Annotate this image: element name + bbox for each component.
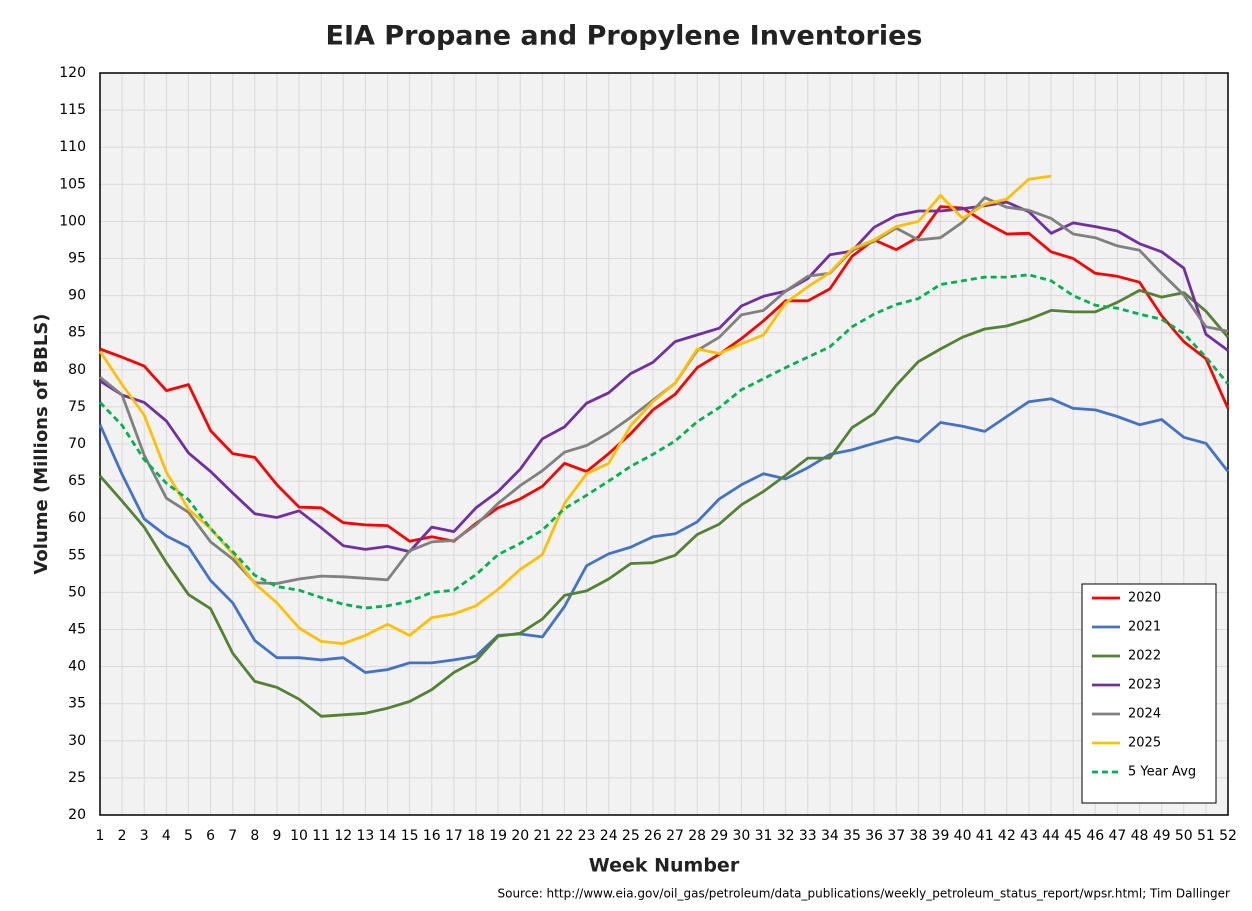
legend-label: 2022 <box>1128 649 1161 664</box>
y-tick-label: 75 <box>68 399 86 415</box>
x-tick-label: 16 <box>423 828 441 844</box>
x-tick-label: 34 <box>821 828 839 844</box>
y-tick-label: 105 <box>59 176 86 192</box>
legend-label: 2023 <box>1128 678 1161 693</box>
x-tick-label: 50 <box>1175 828 1193 844</box>
y-tick-label: 85 <box>68 325 86 341</box>
x-tick-label: 22 <box>556 828 574 844</box>
x-tick-label: 48 <box>1131 828 1149 844</box>
x-tick-label: 12 <box>334 828 352 844</box>
legend-box <box>1081 583 1217 804</box>
line-series <box>99 200 1229 553</box>
x-tick-label: 49 <box>1153 828 1171 844</box>
x-tick-label: 37 <box>887 828 905 844</box>
x-tick-label: 5 <box>184 828 193 844</box>
x-tick-label: 36 <box>865 828 883 844</box>
x-tick-label: 4 <box>162 828 171 844</box>
y-tick-label: 60 <box>68 510 86 526</box>
line-series <box>98 289 1230 718</box>
y-tick-label: 30 <box>68 733 86 749</box>
x-tick-label: 23 <box>578 828 596 844</box>
legend-label: 5 Year Avg <box>1128 765 1196 780</box>
y-tick-label: 65 <box>68 473 86 489</box>
y-tick-label: 40 <box>68 659 86 675</box>
x-tick-label: 41 <box>976 828 994 844</box>
legend-label: 2021 <box>1128 620 1161 635</box>
legend-label: 2025 <box>1128 736 1161 751</box>
x-tick-label: 45 <box>1064 828 1082 844</box>
y-tick-label: 50 <box>68 584 86 600</box>
x-tick-label: 20 <box>511 828 529 844</box>
chart-title: EIA Propane and Propylene Inventories <box>326 21 923 52</box>
x-tick-label: 30 <box>732 828 750 844</box>
x-tick-label: 33 <box>799 828 817 844</box>
x-tick-label: 1 <box>96 828 105 844</box>
x-tick-label: 46 <box>1086 828 1104 844</box>
y-tick-label: 115 <box>59 102 86 118</box>
x-tick-label: 43 <box>1020 828 1038 844</box>
y-tick-label: 55 <box>68 547 86 563</box>
x-tick-label: 38 <box>909 828 927 844</box>
x-tick-label: 51 <box>1197 828 1215 844</box>
x-tick-label: 14 <box>379 828 397 844</box>
x-tick-label: 42 <box>998 828 1016 844</box>
x-tick-label: 13 <box>356 828 374 844</box>
x-tick-label: 11 <box>312 828 330 844</box>
y-tick-label: 35 <box>68 696 86 712</box>
x-tick-label: 15 <box>401 828 419 844</box>
line-series <box>98 273 1230 610</box>
y-tick-label: 100 <box>59 213 86 229</box>
y-tick-label: 45 <box>68 622 86 638</box>
line-series <box>98 174 1052 645</box>
y-axis-label: Volume (Millions of BBLS) <box>31 313 52 574</box>
x-tick-label: 3 <box>140 828 149 844</box>
x-tick-label: 24 <box>600 828 618 844</box>
x-tick-label: 29 <box>710 828 728 844</box>
y-tick-label: 120 <box>59 65 86 81</box>
x-tick-label: 28 <box>688 828 706 844</box>
x-tick-label: 39 <box>932 828 950 844</box>
x-tick-label: 18 <box>467 828 485 844</box>
x-tick-label: 25 <box>622 828 640 844</box>
x-tick-label: 52 <box>1219 828 1237 844</box>
x-tick-label: 7 <box>228 828 237 844</box>
y-tick-label: 80 <box>68 362 86 378</box>
y-tick-label: 70 <box>68 436 86 452</box>
x-tick-label: 8 <box>250 828 259 844</box>
x-tick-label: 31 <box>755 828 773 844</box>
y-tick-label: 20 <box>68 807 86 823</box>
x-tick-label: 44 <box>1042 828 1060 844</box>
legend-label: 2020 <box>1128 591 1161 606</box>
x-tick-label: 2 <box>118 828 127 844</box>
y-tick-label: 95 <box>68 251 86 267</box>
line-series <box>98 397 1230 674</box>
legend-label: 2024 <box>1128 707 1161 722</box>
y-tick-label: 110 <box>59 139 86 155</box>
y-tick-label: 25 <box>68 770 86 786</box>
x-tick-label: 26 <box>644 828 662 844</box>
x-tick-label: 19 <box>489 828 507 844</box>
x-tick-label: 21 <box>533 828 551 844</box>
plot-border <box>99 72 1229 816</box>
legend: 2020 2021 2022 2023 2024 2025 5 Year Avg <box>1081 583 1217 804</box>
line-series <box>99 205 1230 543</box>
x-tick-label: 32 <box>777 828 795 844</box>
x-tick-label: 47 <box>1108 828 1126 844</box>
x-axis-label: Week Number <box>589 855 740 877</box>
source-note: Source: http://www.eia.gov/oil_gas/petro… <box>497 887 1230 901</box>
x-tick-label: 27 <box>666 828 684 844</box>
y-tick-label: 90 <box>68 288 86 304</box>
x-tick-label: 9 <box>272 828 281 844</box>
x-tick-label: 35 <box>843 828 861 844</box>
x-tick-label: 10 <box>290 828 308 844</box>
x-tick-label: 17 <box>445 828 463 844</box>
x-tick-label: 6 <box>206 828 215 844</box>
x-tick-label: 40 <box>954 828 972 844</box>
